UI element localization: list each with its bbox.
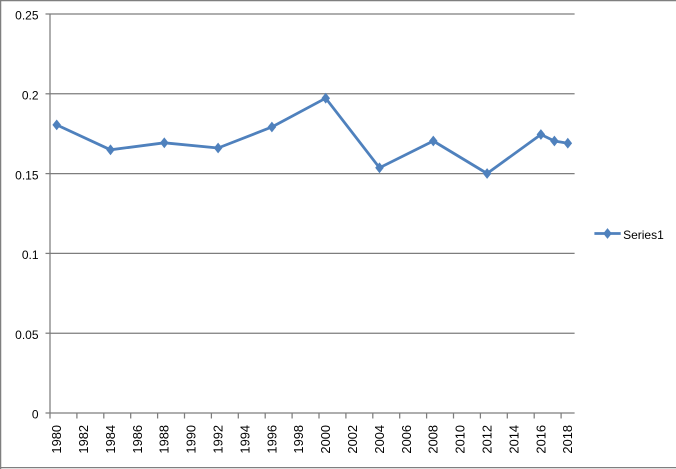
svg-text:0.15: 0.15 [15,168,39,182]
svg-text:1982: 1982 [76,425,91,454]
svg-text:0.2: 0.2 [22,89,39,103]
svg-text:2018: 2018 [560,425,575,454]
svg-text:1986: 1986 [130,425,145,454]
svg-text:0.1: 0.1 [22,248,39,262]
svg-text:2010: 2010 [453,425,468,454]
svg-text:0.25: 0.25 [15,9,39,23]
svg-text:2004: 2004 [372,425,387,454]
svg-text:2002: 2002 [345,425,360,454]
svg-text:1980: 1980 [49,425,64,454]
svg-text:1998: 1998 [291,425,306,454]
svg-text:1996: 1996 [264,425,279,454]
svg-text:Series1: Series1 [623,228,664,242]
svg-text:2014: 2014 [506,425,521,454]
svg-text:1992: 1992 [211,425,226,454]
svg-text:0: 0 [32,408,39,422]
svg-text:2000: 2000 [318,425,333,454]
svg-text:2012: 2012 [480,425,495,454]
svg-text:1984: 1984 [103,425,118,454]
svg-text:1994: 1994 [237,425,252,454]
svg-text:1988: 1988 [157,425,172,454]
svg-text:0.05: 0.05 [15,328,39,342]
svg-text:1990: 1990 [184,425,199,454]
svg-text:2006: 2006 [399,425,414,454]
svg-text:2008: 2008 [426,425,441,454]
svg-text:2016: 2016 [533,425,548,454]
